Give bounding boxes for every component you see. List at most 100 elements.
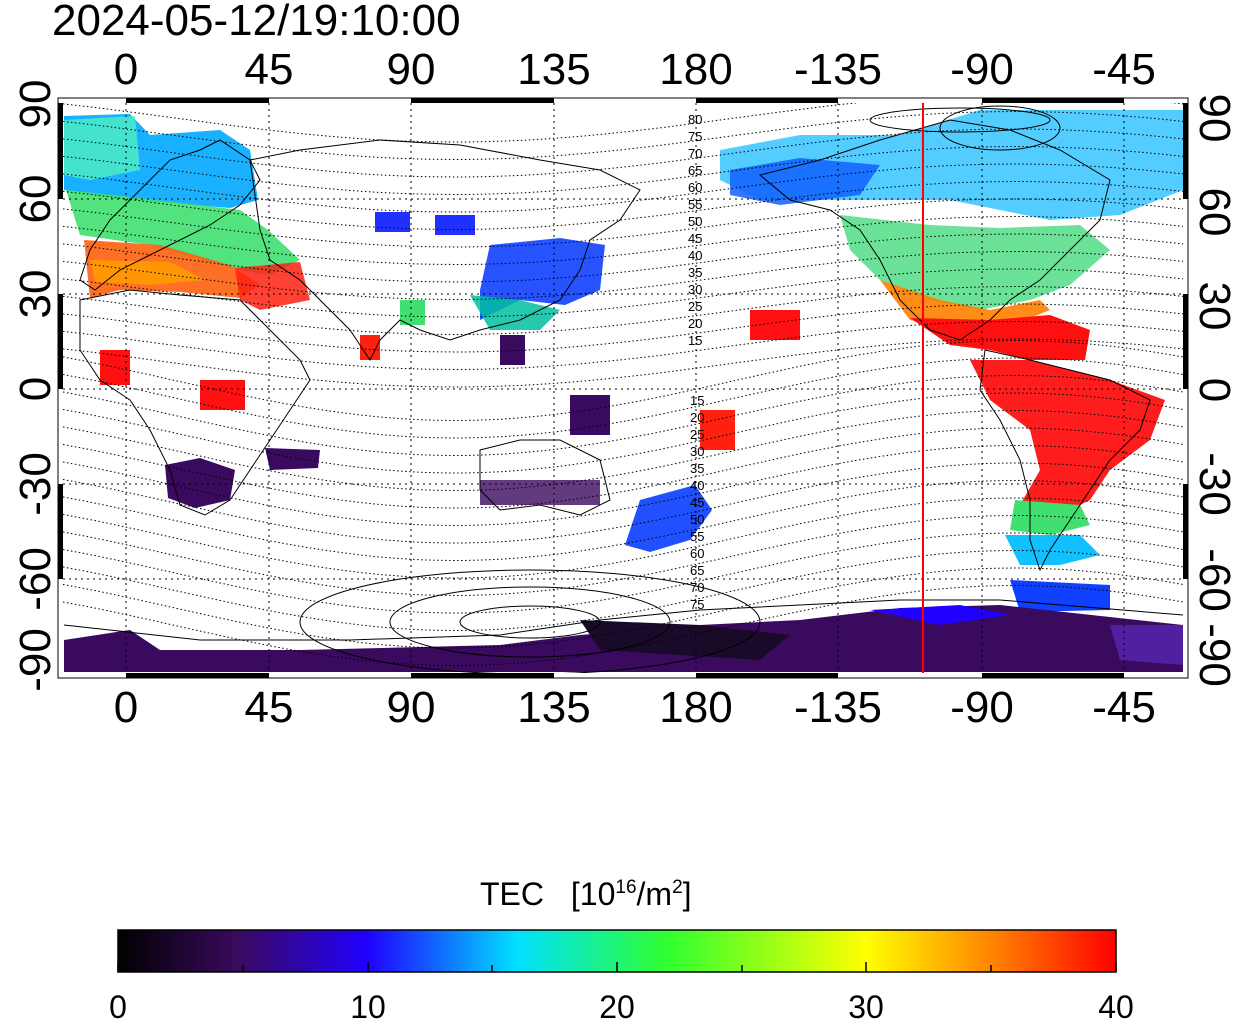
lon-tick-top: -90 bbox=[950, 45, 1014, 94]
magnetic-latitude-contours bbox=[63, 103, 1183, 673]
mlat-label-south: 75 bbox=[690, 597, 704, 612]
magnetic-latitude-labels-south: 15 20 25 30 35 40 45 50 55 60 65 70 75 bbox=[690, 393, 704, 612]
mlat-contour-line bbox=[63, 103, 1183, 143]
tec-patch-weddell bbox=[870, 605, 1010, 625]
mlat-contour-line bbox=[63, 198, 1183, 248]
colorbar-tick-label: 40 bbox=[1098, 989, 1134, 1021]
colorbar-tick-label: 0 bbox=[109, 989, 127, 1021]
mlat-label-south: 50 bbox=[690, 512, 704, 527]
mlat-contour-line bbox=[63, 145, 1183, 196]
mlat-label-north: 45 bbox=[688, 231, 702, 246]
colorbar-tick-label: 30 bbox=[848, 989, 884, 1021]
tec-patch-drake-passage bbox=[1010, 580, 1110, 612]
mlat-label-north: 25 bbox=[688, 299, 702, 314]
lon-tick-top: 45 bbox=[245, 45, 294, 94]
mlat-label-north: 30 bbox=[688, 282, 702, 297]
colorbar-unit-exp1: 16 bbox=[615, 877, 636, 898]
tec-patch-pacific-south bbox=[700, 410, 735, 450]
mlat-label-south: 65 bbox=[690, 563, 704, 578]
colorbar-title: TEC [1016/m2] bbox=[480, 876, 692, 912]
timestamp-title: 2024-05-12/19:10:00 bbox=[52, 0, 461, 45]
tec-patch-mediterranean bbox=[90, 260, 205, 285]
lat-tick-right: 0 bbox=[1190, 378, 1235, 402]
lat-tick-right: 30 bbox=[1190, 282, 1235, 331]
tec-patch-scandinavia bbox=[64, 116, 140, 180]
tec-patch-africa-central bbox=[200, 380, 245, 410]
tec-patch-africa-east bbox=[265, 448, 320, 470]
mlat-contour-line bbox=[63, 320, 1183, 371]
coast-antarctica bbox=[63, 599, 1183, 641]
lat-tick-left: 30 bbox=[11, 270, 60, 319]
mlat-polar-contour bbox=[299, 569, 761, 673]
colorbar-title-tec: TEC bbox=[480, 876, 544, 912]
mlat-contour-line bbox=[63, 163, 1183, 213]
mlat-contour-line bbox=[63, 268, 1183, 318]
tec-patch-canada-south bbox=[730, 158, 880, 205]
lat-tick-left: -90 bbox=[11, 628, 60, 692]
colorbar-ticks bbox=[117, 962, 1117, 972]
lat-tick-right: 60 bbox=[1190, 188, 1235, 237]
tec-patch-south-africa bbox=[165, 458, 235, 508]
tec-patch-australia bbox=[480, 480, 600, 505]
coast-asia bbox=[249, 139, 641, 361]
mlat-label-south: 35 bbox=[690, 461, 704, 476]
tec-patch-india-south bbox=[360, 335, 380, 360]
lon-tick-top: -45 bbox=[1092, 45, 1156, 94]
tec-patch-south-america bbox=[970, 360, 1165, 510]
longitude-axis-bottom: 0 45 90 135 180 -135 -90 -45 bbox=[114, 683, 1156, 732]
mlat-label-south: 15 bbox=[690, 393, 704, 408]
colorbar-tick-label: 10 bbox=[350, 989, 386, 1021]
tec-patch-mongolia bbox=[435, 215, 475, 235]
mlat-contour-line bbox=[63, 338, 1183, 388]
mlat-contour-line bbox=[63, 303, 1183, 353]
mlat-label-north: 65 bbox=[688, 163, 702, 178]
lon-tick-bottom: 0 bbox=[114, 683, 138, 732]
lat-tick-right: -90 bbox=[1190, 623, 1235, 687]
coast-europe bbox=[79, 139, 261, 291]
mlat-label-south: 55 bbox=[690, 529, 704, 544]
mlat-label-south: 25 bbox=[690, 427, 704, 442]
mlat-contour-line bbox=[63, 215, 1183, 266]
lat-tick-left: 90 bbox=[11, 80, 60, 129]
lat-tick-right: 90 bbox=[1190, 94, 1235, 143]
mlat-label-south: 30 bbox=[690, 444, 704, 459]
coast-south-america bbox=[979, 349, 1151, 572]
mlat-label-north: 55 bbox=[688, 197, 702, 212]
tec-patch-east-china bbox=[470, 295, 560, 330]
lat-tick-left: -30 bbox=[11, 452, 60, 516]
coast-greenland bbox=[939, 105, 1061, 151]
magnetic-latitude-labels-north: 80 75 70 65 60 55 50 45 40 35 30 25 20 15 bbox=[688, 112, 702, 348]
mlat-label-south: 60 bbox=[690, 546, 704, 561]
colorbar-unit-end: ] bbox=[683, 876, 692, 912]
coast-australia bbox=[479, 439, 611, 516]
lon-tick-bottom: 135 bbox=[517, 683, 590, 732]
lat-tick-right: -30 bbox=[1190, 452, 1235, 516]
tec-patch-antarctic-peninsula bbox=[1110, 625, 1183, 665]
coast-north-america bbox=[758, 119, 1111, 341]
tec-patch-india bbox=[400, 300, 425, 325]
mlat-polar-contour bbox=[389, 586, 671, 658]
colorbar-unit-base: [10 bbox=[571, 876, 615, 912]
mlat-label-north: 70 bbox=[688, 146, 702, 161]
mlat-label-north: 35 bbox=[688, 265, 702, 280]
lon-tick-top: 0 bbox=[114, 45, 138, 94]
mlat-label-south: 40 bbox=[690, 478, 704, 493]
colorbar-unit-exp2: 2 bbox=[672, 877, 683, 898]
mlat-polar-contour bbox=[869, 107, 1051, 133]
lon-tick-top: -135 bbox=[794, 45, 882, 94]
lat-tick-left: 60 bbox=[11, 175, 60, 224]
mlat-contour-line bbox=[63, 110, 1183, 161]
mlat-label-north: 80 bbox=[688, 112, 702, 127]
mlat-contour-line bbox=[63, 180, 1183, 231]
mlat-label-north: 60 bbox=[688, 180, 702, 195]
latitude-axis-left: 90 60 30 0 -30 -60 -90 bbox=[11, 80, 60, 692]
mlat-contour-line bbox=[63, 250, 1183, 301]
lon-tick-bottom: -135 bbox=[794, 683, 882, 732]
coastlines bbox=[63, 105, 1183, 641]
colorbar-unit-mid: /m bbox=[637, 876, 673, 912]
lat-tick-right: -60 bbox=[1190, 548, 1235, 612]
lon-tick-bottom: 45 bbox=[245, 683, 294, 732]
mlat-contour-line bbox=[63, 128, 1183, 178]
lon-tick-top: 135 bbox=[517, 45, 590, 94]
